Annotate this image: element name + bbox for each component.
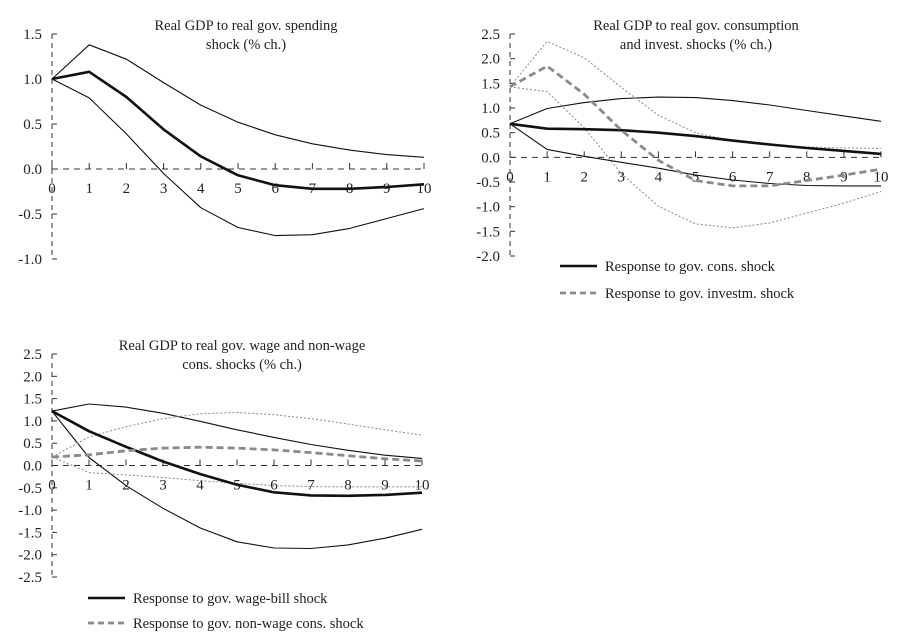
y-tick-label: 0.5 xyxy=(23,436,42,452)
x-tick-label: 10 xyxy=(874,169,889,185)
y-tick-label: -1.0 xyxy=(476,200,500,216)
chart-title-line: cons. shocks (% ch.) xyxy=(182,357,302,373)
x-tick-label: 4 xyxy=(655,169,663,185)
x-tick-label: 9 xyxy=(383,181,391,197)
x-tick-label: 1 xyxy=(85,181,93,197)
x-tick-label: 8 xyxy=(803,169,811,185)
chart-title-line: Real GDP to real gov. spending xyxy=(155,18,338,34)
x-tick-label: 0 xyxy=(506,169,514,185)
y-tick-label: 1.5 xyxy=(23,392,42,408)
y-tick-label: 0.5 xyxy=(481,126,500,142)
y-tick-label: -2.0 xyxy=(476,249,500,265)
panel-wage-nonwage-shocks: Real GDP to real gov. wage and non-wage c… xyxy=(18,338,429,632)
series-line-response-to-gov-investm-shock xyxy=(509,64,882,188)
y-tick-label: -0.5 xyxy=(476,175,500,191)
series-line-response-to-gov-non-wage-cons-shock xyxy=(51,445,423,463)
x-tick-label: 3 xyxy=(618,169,626,185)
x-tick-label: 8 xyxy=(344,478,352,494)
x-tick-label: 3 xyxy=(159,478,167,494)
y-tick-label: -1.5 xyxy=(18,525,42,541)
series-line-upper-band xyxy=(51,44,425,158)
x-tick-label: 5 xyxy=(234,181,242,197)
y-tick-label: 1.0 xyxy=(23,72,42,88)
chart-title-line: Real GDP to real gov. consumption xyxy=(593,18,799,34)
x-tick-label: 2 xyxy=(580,169,588,185)
x-tick-label: 4 xyxy=(196,478,204,494)
legend-label: Response to gov. investm. shock xyxy=(605,286,795,302)
series-line-response xyxy=(51,70,425,191)
y-tick-label: -2.0 xyxy=(18,548,42,564)
y-tick-label: -0.5 xyxy=(18,481,42,497)
y-tick-label: 1.5 xyxy=(481,76,500,92)
series-line-wage-upper-band xyxy=(51,403,423,459)
chart-title-line: Real GDP to real gov. wage and non-wage xyxy=(119,338,366,354)
legend-label: Response to gov. cons. shock xyxy=(605,259,776,275)
y-tick-label: 0.0 xyxy=(23,162,42,178)
legend-label: Response to gov. non-wage cons. shock xyxy=(133,616,364,632)
panel-spending-shock: Real GDP to real gov. spending shock (% c… xyxy=(18,18,431,268)
y-tick-label: 0.5 xyxy=(23,117,42,133)
series-line-non-wage-lower-band xyxy=(51,456,422,488)
x-tick-label: 3 xyxy=(160,181,168,197)
x-tick-label: 0 xyxy=(48,478,56,494)
y-tick-label: 2.5 xyxy=(481,27,500,43)
x-tick-label: 1 xyxy=(85,478,93,494)
x-tick-label: 6 xyxy=(271,181,279,197)
x-tick-label: 6 xyxy=(729,169,737,185)
y-tick-label: 0.0 xyxy=(481,150,500,166)
x-tick-label: 7 xyxy=(766,169,774,185)
x-tick-label: 1 xyxy=(543,169,551,185)
series-line-cons-lower-band xyxy=(509,123,881,187)
y-tick-label: 1.0 xyxy=(481,101,500,117)
y-tick-label: 0.0 xyxy=(23,459,42,475)
x-tick-label: 4 xyxy=(197,181,205,197)
series-line-wage-lower-band xyxy=(51,410,423,550)
legend-label: Response to gov. wage-bill shock xyxy=(133,591,328,607)
series-line-lower-band xyxy=(51,78,425,237)
x-tick-label: 2 xyxy=(123,181,131,197)
y-tick-label: 2.0 xyxy=(23,369,42,385)
x-tick-label: 7 xyxy=(307,478,315,494)
chart-title-line: and invest. shocks (% ch.) xyxy=(620,37,772,53)
y-tick-label: 1.0 xyxy=(23,414,42,430)
series-line-investm-lower-band xyxy=(509,86,882,229)
x-tick-label: 9 xyxy=(381,478,389,494)
y-tick-label: 2.5 xyxy=(23,347,42,363)
y-tick-label: -1.0 xyxy=(18,503,42,519)
chart-title-line: shock (% ch.) xyxy=(206,37,286,53)
x-tick-label: 9 xyxy=(840,169,848,185)
series-line-investm-upper-band xyxy=(509,40,882,149)
y-tick-label: -0.5 xyxy=(18,207,42,223)
panel-consumption-investment-shocks: Real GDP to real gov. consumption and inv… xyxy=(476,18,888,302)
y-tick-label: -2.5 xyxy=(18,570,42,586)
series-line-response-to-gov-cons-shock xyxy=(509,122,882,156)
y-tick-label: 2.0 xyxy=(481,52,500,68)
series-line-response-to-gov-wage-bill-shock xyxy=(51,409,423,498)
y-tick-label: -1.0 xyxy=(18,252,42,268)
x-tick-label: 5 xyxy=(692,169,700,185)
series-line-non-wage-upper-band xyxy=(51,411,423,458)
series-line-cons-upper-band xyxy=(509,96,882,125)
y-tick-label: -1.5 xyxy=(476,224,500,240)
x-tick-label: 0 xyxy=(48,181,56,197)
y-tick-label: 1.5 xyxy=(23,27,42,43)
x-tick-label: 10 xyxy=(415,478,430,494)
